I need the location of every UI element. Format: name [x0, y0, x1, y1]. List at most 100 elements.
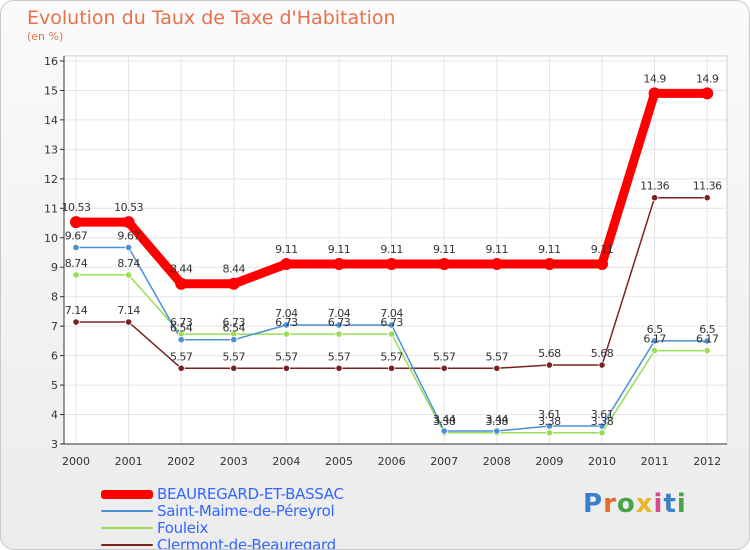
- data-label-s2-2006: 6.73: [380, 316, 403, 329]
- data-point-s0-2002: [175, 277, 188, 290]
- data-point-s1-2005: [335, 321, 343, 329]
- data-label-s0-2011: 14.9: [643, 72, 666, 85]
- proxiti-logo: Proxiti: [583, 489, 687, 519]
- data-point-s1-2008: [493, 427, 501, 435]
- x-tick-label: 2007: [430, 455, 458, 468]
- data-point-s3-2001: [125, 318, 133, 326]
- data-point-s1-2003: [230, 336, 238, 344]
- x-tick-label: 2009: [535, 455, 563, 468]
- data-point-s0-2001: [122, 216, 135, 229]
- data-label-s3-2007: 5.57: [433, 350, 456, 363]
- y-tick-label: 14: [44, 114, 58, 127]
- data-point-s0-2000: [70, 216, 82, 229]
- data-label-s3-2002: 5.57: [170, 350, 193, 363]
- x-tick-label: 2000: [62, 455, 90, 468]
- legend-label-fouleix: Fouleix: [157, 519, 209, 537]
- data-label-s0-2012: 14.9: [696, 72, 719, 85]
- legend-swatch-beauregard: [101, 490, 153, 499]
- logo-letter: i: [676, 489, 687, 519]
- data-label-s1-2003: 6.54: [223, 322, 246, 335]
- data-label-s1-2011: 6.5: [647, 323, 663, 336]
- data-label-s2-2007: 3.38: [433, 415, 456, 428]
- y-tick-label: 12: [44, 173, 58, 186]
- data-point-s0-2003: [227, 277, 240, 290]
- data-label-s1-2007: 3.44: [433, 413, 456, 426]
- data-label-s3-2011: 11.36: [640, 180, 669, 193]
- data-label-s3-2008: 5.57: [486, 350, 509, 363]
- y-tick-label: 13: [44, 143, 58, 156]
- data-point-s1-2004: [282, 321, 290, 329]
- y-tick-label: 15: [44, 84, 58, 97]
- logo-letter: i: [653, 489, 664, 519]
- data-label-s3-2009: 5.68: [538, 347, 561, 360]
- y-tick-label: 10: [44, 232, 58, 245]
- data-label-s1-2001: 9.67: [117, 229, 140, 242]
- data-label-s2-2009: 3.38: [538, 415, 561, 428]
- x-tick-label: 2012: [693, 455, 721, 468]
- data-point-s1-2006: [387, 321, 396, 329]
- logo-letter: x: [635, 489, 654, 519]
- chart-title: Evolution du Taux de Taxe d'Habitation: [27, 7, 396, 29]
- data-point-s1-2010: [598, 422, 606, 430]
- x-tick-label: 2003: [220, 455, 248, 468]
- logo-letter: P: [583, 489, 604, 519]
- x-tick-label: 2005: [325, 455, 353, 468]
- plot-area: [63, 55, 728, 445]
- data-point-s3-2012: [703, 194, 711, 202]
- y-tick-label: 6: [51, 350, 58, 363]
- data-label-s1-2002: 6.54: [170, 322, 193, 335]
- data-point-s1-2002: [177, 336, 185, 344]
- data-point-s2-2000: [72, 271, 80, 279]
- data-label-s2-2000: 8.74: [65, 257, 88, 270]
- data-point-s0-2006: [385, 257, 398, 270]
- data-point-s1-2001: [125, 243, 133, 252]
- logo-letter: t: [663, 489, 677, 519]
- data-label-s2-2005: 6.73: [328, 316, 351, 329]
- data-point-s0-2012: [701, 87, 714, 100]
- y-tick-label: 3: [51, 438, 58, 451]
- data-point-s3-2007: [440, 364, 448, 372]
- data-label-s3-2010: 5.68: [591, 347, 614, 360]
- data-label-s0-2007: 9.11: [433, 243, 456, 256]
- data-label-s2-2008: 3.38: [486, 415, 509, 428]
- data-point-s2-2009: [545, 429, 554, 437]
- data-point-s1-2000: [72, 243, 80, 252]
- data-label-s1-2004: 7.04: [275, 307, 298, 320]
- data-label-s2-2001: 8.74: [117, 257, 140, 270]
- data-point-s1-2007: [440, 427, 448, 435]
- data-label-s3-2004: 5.57: [275, 350, 298, 363]
- data-label-s0-2009: 9.11: [538, 243, 561, 256]
- data-point-s3-2010: [598, 361, 606, 369]
- data-label-s2-2002: 6.73: [170, 316, 193, 329]
- chart-subtitle: (en %): [27, 30, 64, 43]
- data-label-s3-2005: 5.57: [328, 350, 351, 363]
- data-point-s3-2005: [335, 364, 343, 372]
- data-point-s0-2010: [596, 257, 608, 270]
- data-point-s1-2011: [650, 337, 659, 345]
- data-point-s0-2009: [543, 257, 556, 270]
- logo-letter: o: [616, 489, 636, 519]
- y-tick-label: 5: [51, 379, 58, 392]
- data-point-s3-2000: [72, 318, 80, 326]
- data-label-s0-2005: 9.11: [328, 243, 351, 256]
- data-label-s0-2008: 9.11: [486, 243, 509, 256]
- data-label-s2-2004: 6.73: [275, 316, 298, 329]
- data-label-s2-2012: 6.17: [696, 333, 719, 346]
- data-point-s3-2009: [545, 361, 554, 369]
- x-tick-label: 2004: [272, 455, 300, 468]
- data-point-s3-2006: [387, 364, 396, 372]
- data-point-s2-2010: [598, 429, 606, 437]
- y-tick-label: 8: [51, 291, 58, 304]
- legend-swatch-saint-maime: [101, 510, 153, 512]
- data-label-s1-2010: 3.61: [591, 408, 614, 421]
- x-tick-label: 2011: [641, 455, 669, 468]
- legend-label-beauregard: BEAUREGARD-ET-BASSAC: [157, 485, 344, 503]
- data-point-s3-2004: [282, 364, 290, 372]
- y-tick-label: 16: [44, 55, 58, 68]
- data-point-s0-2004: [280, 257, 293, 270]
- legend-label-clermont: Clermont-de-Beauregard: [157, 536, 336, 550]
- data-point-s2-2012: [703, 347, 711, 355]
- data-label-s0-2000: 10.53: [62, 201, 91, 214]
